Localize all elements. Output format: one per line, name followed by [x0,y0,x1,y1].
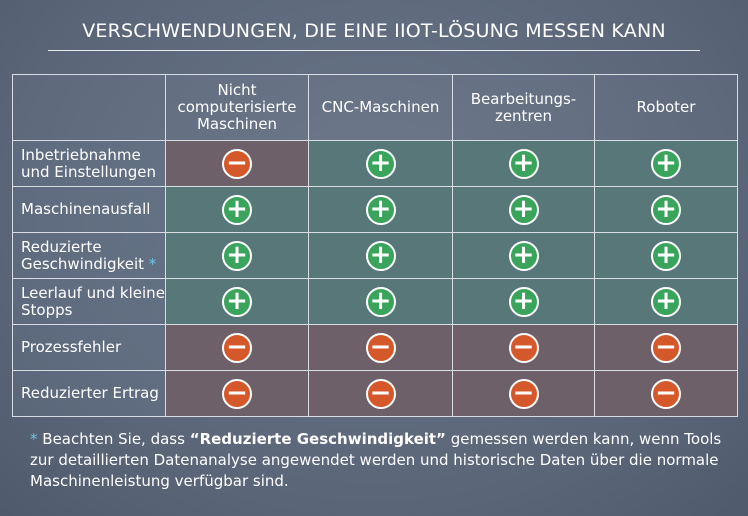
plus-icon: + [508,286,539,317]
row-label-text: Leerlauf und kleine Stopps [21,283,165,319]
table-row: Reduzierter Ertrag − − − − [12,370,738,417]
table-row: Prozessfehler − − − − [12,324,738,371]
table-cell: + [594,232,738,279]
note-text: Beachten Sie, dass [42,430,185,448]
note-marker: * [30,430,38,448]
table-row: Inbetriebnahme und Einstellungen − + + + [12,140,738,187]
table-cell: − [308,324,453,371]
table-cell: + [308,140,453,187]
table-cell: − [452,324,595,371]
table-row: Leerlauf und kleine Stopps + + + + [12,278,738,325]
row-label: Prozessfehler [12,324,166,371]
table-row: Reduzierte Geschwindigkeit * + + + + [12,232,738,279]
plus-icon: + [365,148,396,179]
plus-icon: + [508,194,539,225]
row-label-text: Reduzierter Ertrag [21,384,159,402]
header-row: Nicht computerisierte Maschinen CNC-Masch… [12,74,738,141]
column-header: Nicht computerisierte Maschinen [165,74,309,141]
minus-icon: − [222,332,252,363]
table-cell: + [165,186,309,233]
minus-icon: − [508,378,539,409]
plus-icon: + [508,240,539,271]
table-cell: + [165,278,309,325]
row-label: Leerlauf und kleine Stopps [12,278,166,325]
plus-icon: + [365,240,396,271]
row-label-text: Reduzierte Geschwindigkeit [21,237,145,273]
table-cell: + [308,186,453,233]
minus-icon: − [651,332,681,363]
table-cell: − [165,324,309,371]
row-label-text: Prozessfehler [21,338,122,356]
table: Nicht computerisierte Maschinen CNC-Masch… [12,74,738,417]
table-cell: + [594,278,738,325]
minus-icon: − [365,332,396,363]
column-header: Roboter [594,74,738,141]
table-cell: + [594,140,738,187]
table-row: Maschinenausfall + + + + [12,186,738,233]
table-cell: + [452,140,595,187]
minus-icon: − [365,378,396,409]
column-header: Bearbeitungs-zentren [452,74,595,141]
minus-icon: − [651,378,681,409]
table-cell: + [308,232,453,279]
title: VERSCHWENDUNGEN, DIE EINE IIOT-LÖSUNG ME… [48,20,700,51]
plus-icon: + [651,194,681,225]
table-cell: + [165,232,309,279]
minus-icon: − [222,148,252,179]
plus-icon: + [651,286,681,317]
table-cell: − [308,370,453,417]
row-label: Reduzierte Geschwindigkeit * [12,232,166,279]
plus-icon: + [508,148,539,179]
row-label-text: Maschinenausfall [21,200,151,218]
row-label: Maschinenausfall [12,186,166,233]
table-cell: + [452,278,595,325]
table-cell: − [594,370,738,417]
column-header: CNC-Maschinen [308,74,453,141]
table-cell: + [594,186,738,233]
plus-icon: + [222,240,252,271]
table-cell: + [308,278,453,325]
plus-icon: + [222,194,252,225]
note-bold: “Reduzierte Geschwindigkeit” [189,430,446,448]
row-label-text: Inbetriebnahme und Einstellungen [21,145,156,181]
table-cell: − [165,370,309,417]
row-label: Inbetriebnahme und Einstellungen [12,140,166,187]
row-label: Reduzierter Ertrag [12,370,166,417]
table-cell: + [452,232,595,279]
plus-icon: + [651,240,681,271]
plus-icon: + [365,194,396,225]
footnote: * Beachten Sie, dass “Reduzierte Geschwi… [30,429,740,492]
corner-cell [12,74,166,141]
table-cell: + [452,186,595,233]
table-cell: − [452,370,595,417]
plus-icon: + [365,286,396,317]
table-cell: − [165,140,309,187]
plus-icon: + [222,286,252,317]
table-cell: − [594,324,738,371]
minus-icon: − [508,332,539,363]
note-text: gemessen werden kann, wenn Tools zur det… [30,430,722,490]
plus-icon: + [651,148,681,179]
row-marker: * [148,254,157,273]
minus-icon: − [222,378,252,409]
